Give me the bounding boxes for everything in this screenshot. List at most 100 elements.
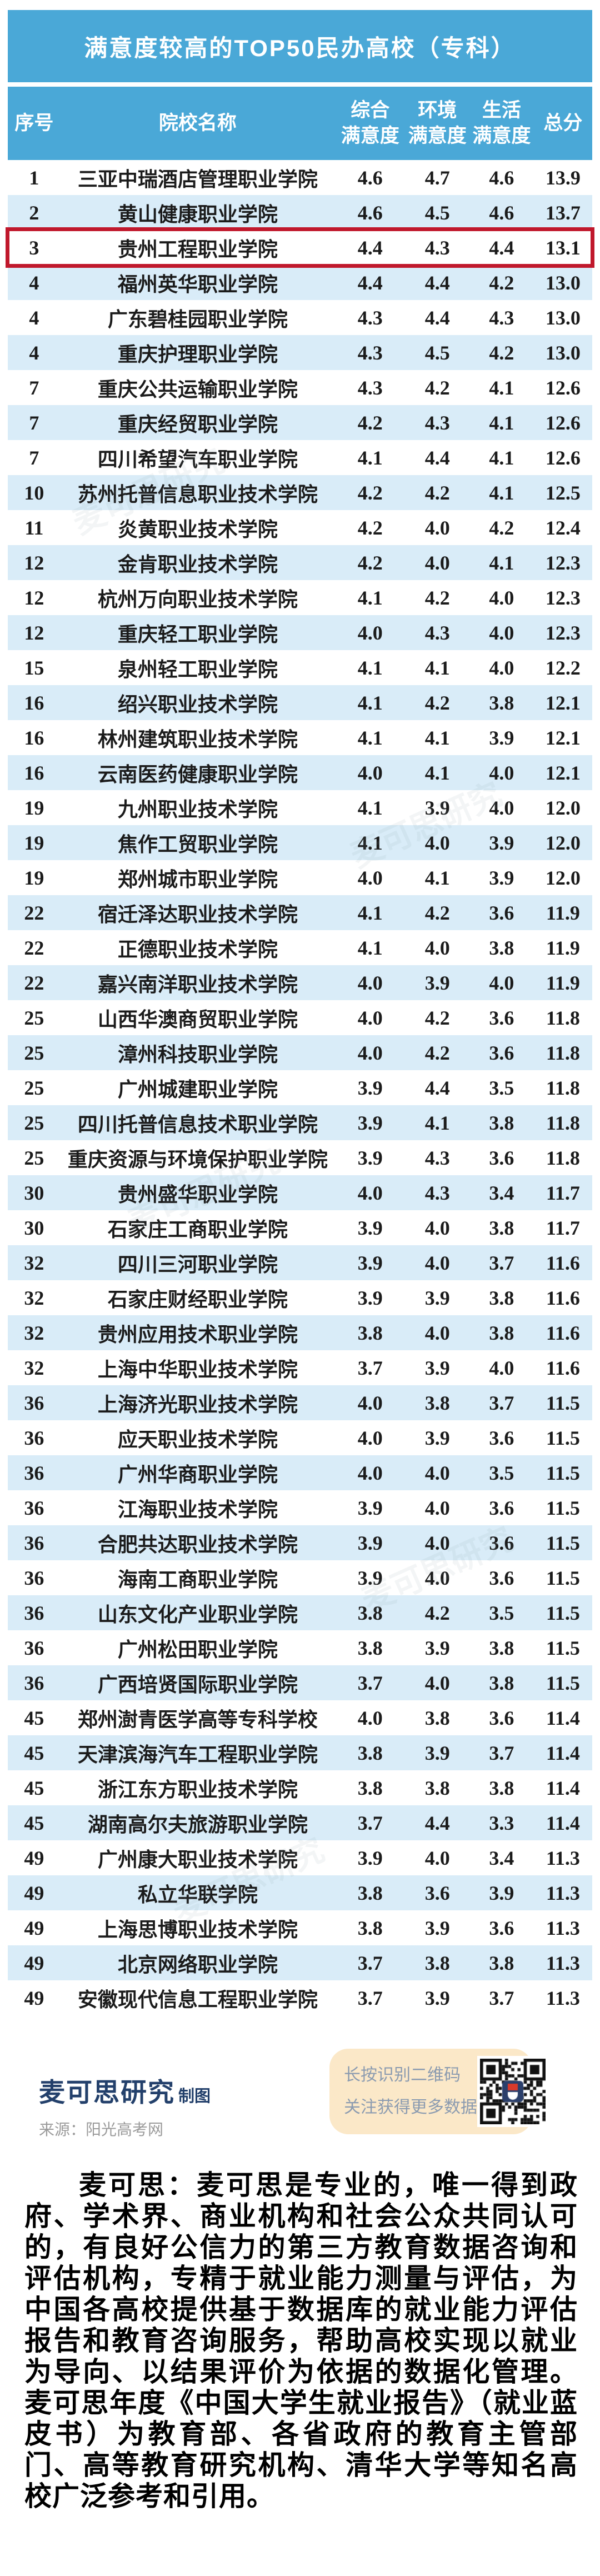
life-score-cell: 3.8 <box>489 1671 514 1694</box>
table-row: 4 福州英华职业学院 4.4 4.4 4.2 13.0 <box>8 265 592 300</box>
rank-cell: 25 <box>24 1006 44 1029</box>
overall-score-cell: 4.2 <box>357 516 383 539</box>
life-score-cell: 4.2 <box>489 516 514 539</box>
total-score-cell: 12.0 <box>545 831 581 854</box>
total-score-cell: 12.1 <box>545 691 581 714</box>
school-name-cell: 贵州工程职业学院 <box>117 238 278 261</box>
life-score-cell: 3.3 <box>489 1811 514 1834</box>
table-row-highlighted: 3 贵州工程职业学院 4.4 4.3 4.4 13.1 <box>6 227 594 268</box>
table-row: 16 绍兴职业技术学院 4.1 4.2 3.8 12.1 <box>8 685 592 720</box>
overall-score-cell: 4.3 <box>357 341 383 364</box>
overall-score-cell: 4.3 <box>357 376 383 399</box>
environment-score-cell: 4.2 <box>424 1041 450 1064</box>
rank-cell: 32 <box>24 1356 44 1379</box>
overall-score-cell: 3.9 <box>357 1846 383 1869</box>
school-name-cell: 四川希望汽车职业学院 <box>97 448 298 471</box>
table-body: 1 三亚中瑞酒店管理职业学院 4.6 4.7 4.6 13.9 2 黄山健康职业学院 4.6 4.… <box>6 160 594 2015</box>
rank-cell: 25 <box>24 1041 44 1064</box>
school-name-cell: 漳州科技职业学院 <box>117 1043 278 1066</box>
qr-code <box>477 2056 548 2127</box>
school-name-cell: 湖南高尔夫旅游职业学院 <box>87 1813 308 1836</box>
table-row: 25 重庆资源与环境保护职业学院 3.9 4.3 3.6 11.8 <box>8 1140 592 1175</box>
life-score-cell: 3.6 <box>489 1916 514 1939</box>
life-score-cell: 3.7 <box>489 1986 514 2009</box>
school-name-cell: 绍兴职业技术学院 <box>117 693 278 716</box>
rank-cell: 36 <box>24 1391 44 1414</box>
life-score-cell: 4.4 <box>489 236 514 259</box>
total-score-cell: 13.0 <box>545 306 581 329</box>
overall-score-cell: 4.0 <box>357 621 383 644</box>
environment-score-cell: 4.0 <box>424 551 450 574</box>
life-score-cell: 3.6 <box>489 1041 514 1064</box>
school-name-cell: 贵州盛华职业学院 <box>117 1183 278 1206</box>
life-score-cell: 3.7 <box>489 1391 514 1414</box>
school-name-cell: 泉州轻工职业学院 <box>117 658 278 681</box>
rank-cell: 36 <box>24 1636 44 1659</box>
life-score-cell: 3.5 <box>489 1461 514 1484</box>
table-row: 25 广州城建职业学院 3.9 4.4 3.5 11.8 <box>8 1070 592 1105</box>
overall-score-cell: 4.0 <box>357 1391 383 1414</box>
rank-cell: 12 <box>24 621 44 644</box>
school-name-cell: 三亚中瑞酒店管理职业学院 <box>77 168 318 191</box>
environment-score-cell: 4.2 <box>424 481 450 504</box>
total-score-cell: 11.3 <box>546 1916 580 1939</box>
total-score-cell: 12.6 <box>545 446 581 469</box>
table-row: 49 私立华联学院 3.8 3.6 3.9 11.3 <box>8 1875 592 1910</box>
environment-score-cell: 4.0 <box>424 1216 450 1239</box>
school-name-cell: 四川三河职业学院 <box>117 1253 278 1276</box>
school-name-cell: 石家庄财经职业学院 <box>107 1288 288 1311</box>
life-score-cell: 4.0 <box>489 621 514 644</box>
school-name-cell: 重庆经贸职业学院 <box>117 413 278 436</box>
total-score-cell: 11.5 <box>546 1636 580 1659</box>
overall-score-cell: 3.9 <box>357 1286 383 1309</box>
environment-score-cell: 4.0 <box>424 1531 450 1554</box>
overall-score-cell: 4.1 <box>357 446 383 469</box>
school-name-cell: 山东文化产业职业学院 <box>97 1603 298 1626</box>
rank-cell: 36 <box>24 1496 44 1519</box>
life-score-cell: 4.0 <box>489 586 514 609</box>
school-name-cell: 郑州澍青医学高等专科学校 <box>77 1708 318 1731</box>
overall-score-cell: 4.2 <box>357 411 383 434</box>
overall-score-cell: 3.9 <box>357 1251 383 1274</box>
environment-score-cell: 4.2 <box>424 691 450 714</box>
total-score-cell: 13.7 <box>545 201 581 224</box>
overall-score-cell: 3.9 <box>357 1076 383 1099</box>
table-row: 22 正德职业技术学院 4.1 4.0 3.8 11.9 <box>8 930 592 965</box>
qr-panel: 长按识别二维码 关注获得更多数据 <box>329 2049 548 2134</box>
rank-cell: 32 <box>24 1286 44 1309</box>
environment-score-cell: 4.2 <box>424 1006 450 1029</box>
rank-cell: 16 <box>24 726 44 749</box>
environment-score-cell: 3.8 <box>424 1706 450 1729</box>
life-score-cell: 3.8 <box>489 1111 514 1134</box>
school-name-cell: 焦作工贸职业学院 <box>117 833 278 856</box>
overall-score-cell: 4.2 <box>357 481 383 504</box>
qr-caption-line2: 关注获得更多数据 <box>344 2098 477 2116</box>
table-row: 30 贵州盛华职业学院 4.0 4.3 3.4 11.7 <box>8 1175 592 1210</box>
table-row: 49 上海思博职业技术学院 3.8 3.9 3.6 11.3 <box>8 1910 592 1945</box>
total-score-cell: 11.5 <box>546 1671 580 1694</box>
school-name-cell: 山西华澳商贸职业学院 <box>97 1008 298 1031</box>
rank-cell: 4 <box>29 341 39 364</box>
total-score-cell: 11.3 <box>546 1951 580 1974</box>
school-name-cell: 上海中华职业技术学院 <box>97 1358 298 1381</box>
environment-score-cell: 4.4 <box>424 1076 450 1099</box>
environment-score-cell: 4.1 <box>424 726 450 749</box>
table-row: 19 郑州城市职业学院 4.0 4.1 3.9 12.0 <box>8 860 592 895</box>
col-overall-satisfaction-line1: 综合 <box>351 99 390 121</box>
overall-score-cell: 3.7 <box>357 1986 383 2009</box>
overall-score-cell: 3.9 <box>357 1216 383 1239</box>
table-row: 49 北京网络职业学院 3.7 3.8 3.8 11.3 <box>8 1945 592 1980</box>
table-row: 49 安徽现代信息工程职业学院 3.7 3.9 3.7 11.3 <box>8 1980 592 2015</box>
environment-score-cell: 3.9 <box>424 971 450 994</box>
school-name-cell: 重庆公共运输职业学院 <box>97 378 298 401</box>
rank-cell: 19 <box>24 831 44 854</box>
rank-cell: 22 <box>24 936 44 959</box>
overall-score-cell: 3.7 <box>357 1671 383 1694</box>
col-overall-satisfaction: 综合 满意度 <box>335 98 405 149</box>
school-name-cell: 广州华商职业学院 <box>117 1463 278 1486</box>
overall-score-cell: 4.0 <box>357 1706 383 1729</box>
total-score-cell: 12.0 <box>545 796 581 819</box>
life-score-cell: 4.0 <box>489 971 514 994</box>
table-row: 12 重庆轻工职业学院 4.0 4.3 4.0 12.3 <box>8 615 592 650</box>
total-score-cell: 13.9 <box>545 166 581 189</box>
